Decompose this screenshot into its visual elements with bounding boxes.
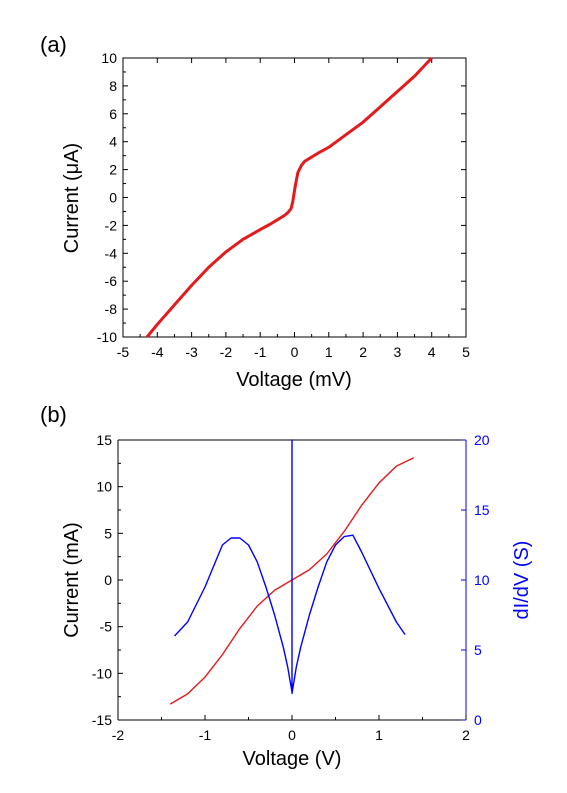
x-tick-label: -4	[151, 344, 164, 360]
x-tick-label: 0	[288, 727, 296, 743]
y-tick-label: 15	[96, 432, 112, 448]
y-tick-label: 4	[109, 134, 117, 150]
panel-a-label: (a)	[40, 32, 67, 57]
y-tick-label: -8	[105, 301, 118, 317]
y-tick-label: 5	[104, 525, 112, 541]
panel-a-x-ticks: -5 -4 -3 -2 -1 0 1 2 3 4 5	[117, 58, 470, 360]
right-y-tick-label: 15	[474, 502, 490, 518]
y-tick-label: 8	[109, 78, 117, 94]
x-tick-label: -1	[199, 727, 212, 743]
y-tick-label: -10	[97, 329, 117, 345]
x-tick-label: 2	[359, 344, 367, 360]
panel-a-y-ticks: -10 -8 -6 -4 -2 0 2 4 6 8 10	[97, 50, 466, 345]
series-line-current	[145, 56, 433, 338]
panel-a: (a) -5 -4 -3 -2 -1 0 1 2 3 4 5 -10-8-6-4-20246810 …	[40, 32, 470, 391]
y-tick-label: -10	[92, 665, 112, 681]
y-tick-label: -2	[105, 217, 118, 233]
x-tick-label: -1	[254, 344, 267, 360]
y-tick-label: 10	[96, 479, 112, 495]
y-tick-label: 0	[104, 572, 112, 588]
x-tick-label: -3	[185, 344, 198, 360]
y-tick-label: 2	[109, 162, 117, 178]
panel-a-series	[145, 56, 433, 338]
right-y-tick-label: 5	[474, 642, 482, 658]
panel-b-right-y-ticks: 0 5 10 15 20	[461, 432, 490, 728]
x-tick-label: 1	[325, 344, 333, 360]
y-tick-label: -6	[105, 273, 118, 289]
panel-a-x-axis-label: Voltage (mV)	[236, 369, 352, 391]
x-tick-label: 5	[462, 344, 470, 360]
x-tick-label: -2	[220, 344, 233, 360]
y-tick-label: 6	[109, 106, 117, 122]
y-tick-label: 0	[109, 190, 117, 206]
x-tick-label: -5	[117, 344, 130, 360]
x-tick-label: 0	[291, 344, 299, 360]
panel-b-x-axis-label: Voltage (V)	[243, 748, 342, 770]
panel-a-y-axis-label: Current (μA)	[61, 143, 83, 253]
x-tick-label: -2	[112, 727, 125, 743]
right-y-tick-label: 10	[474, 572, 490, 588]
panel-b-right-y-axis-label: dI/dV (S)	[511, 541, 533, 620]
right-y-tick-label: 0	[474, 712, 482, 728]
y-tick-label: 10	[101, 50, 117, 66]
x-tick-label: 2	[462, 727, 470, 743]
panel-b-y-ticks: -15 -10 -5 0 5 10 15	[92, 432, 123, 728]
y-tick-label: -15	[92, 712, 112, 728]
x-tick-label: 3	[394, 344, 402, 360]
right-y-tick-label: 20	[474, 432, 490, 448]
series-line-didv	[174, 439, 406, 695]
x-tick-label: 1	[375, 727, 383, 743]
panel-b-y-axis-label: Current (mA)	[61, 522, 83, 638]
y-tick-label: -5	[100, 619, 113, 635]
x-tick-label: 4	[428, 344, 436, 360]
panel-b-series	[169, 439, 415, 705]
panel-b-x-ticks: -2 -1 0 1 2	[112, 715, 470, 743]
y-tick-label: -4	[105, 245, 118, 261]
panel-b-label: (b)	[40, 402, 67, 427]
